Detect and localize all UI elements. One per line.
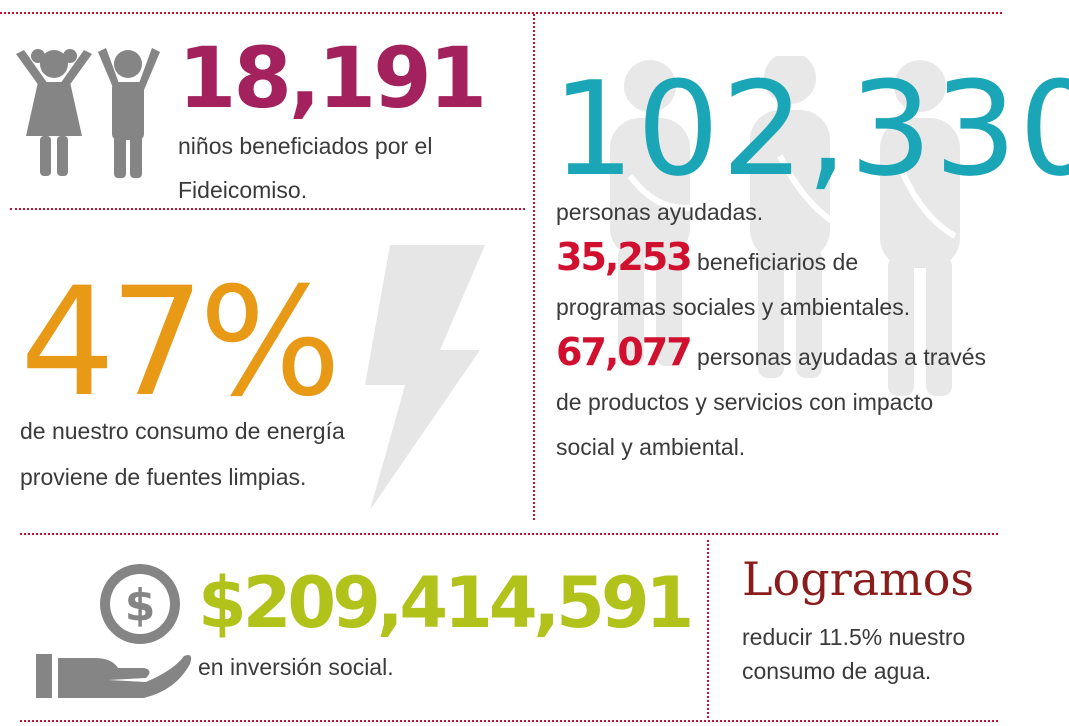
investment-number: $209,414,591 [198,562,694,644]
achievements-text-line2: consumo de agua. [742,658,932,684]
people-watermark-icon [610,56,960,396]
lightning-watermark-icon [365,245,485,510]
people-line2-text: beneficiarios de [697,249,859,275]
energy-text-line1: de nuestro consumo de energía [20,418,345,444]
divider-bottom-top [20,533,998,535]
investment-description: en inversión social. [198,654,394,680]
kids-description: niños beneficiados por el Fideicomiso. [178,124,432,212]
achievements-description: reducir 11.5% nuestro consumo de agua. [742,620,965,688]
achievements-title: Logramos [742,552,975,606]
kids-number: 18,191 [178,29,487,127]
people-line5: de productos y servicios con impacto [556,389,934,415]
divider-bottom-vertical [707,540,709,718]
kids-text-line2: Fideicomiso. [178,177,308,203]
people-number-b: 67,077 [556,330,693,374]
children-icon [16,48,160,178]
divider-center-vertical [533,14,535,520]
people-line4-text: personas ayudadas a través [697,344,986,370]
energy-description: de nuestro consumo de energía proviene d… [20,408,345,500]
money-hand-icon: $ [36,564,192,698]
people-description: personas ayudadas. 35,253 beneficiarios … [556,190,986,470]
divider-left-middle [10,208,525,210]
svg-text:$: $ [125,580,156,631]
divider-top [0,12,1002,14]
people-line3: programas sociales y ambientales. [556,294,911,320]
divider-bottom [20,720,998,722]
energy-number: 47% [20,256,341,430]
people-line4: 67,077 personas ayudadas a través [556,330,986,380]
kids-text-line1: niños beneficiados por el [178,133,433,159]
people-number: 102,330 [552,53,1069,205]
people-number-a: 35,253 [556,235,693,279]
people-line1: personas ayudadas. [556,199,764,225]
achievements-text-line1: reducir 11.5% nuestro [742,624,966,650]
people-line2: 35,253 beneficiarios de [556,235,986,285]
people-line6: social y ambiental. [556,434,746,460]
energy-text-line2: proviene de fuentes limpias. [20,464,307,490]
